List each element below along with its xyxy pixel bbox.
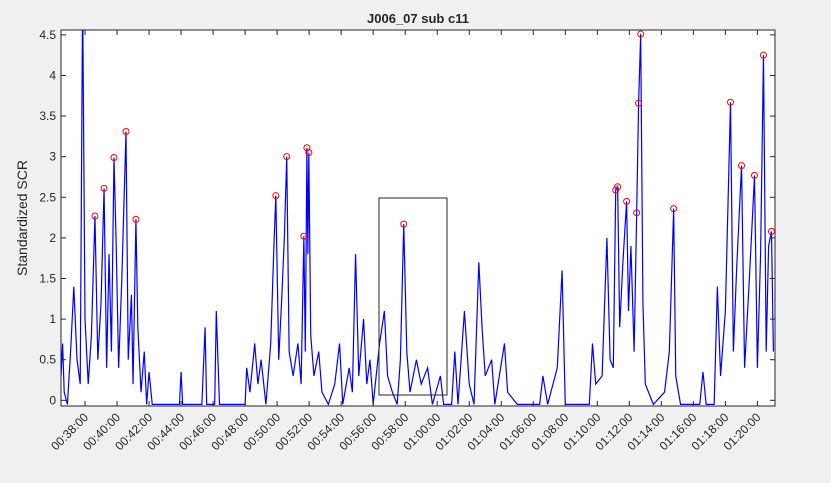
y-tick-label: 4 bbox=[49, 68, 56, 82]
peak-marker bbox=[635, 99, 643, 107]
peak-marker bbox=[670, 205, 678, 213]
peak-marker bbox=[305, 149, 313, 157]
y-tick-label: 0 bbox=[49, 393, 56, 407]
y-tick-label: 2.5 bbox=[39, 190, 56, 204]
y-tick-label: 2 bbox=[49, 231, 56, 245]
chart-title: J006_07 sub c11 bbox=[367, 11, 469, 26]
signal-line bbox=[61, 30, 774, 406]
plot-area bbox=[60, 29, 776, 407]
peak-marker bbox=[300, 232, 308, 240]
y-tick-label: 4.5 bbox=[39, 28, 56, 42]
peak-marker bbox=[100, 184, 108, 192]
peak-marker bbox=[759, 51, 767, 59]
peak-marker bbox=[767, 227, 775, 235]
plot-content bbox=[61, 30, 775, 406]
peak-marker bbox=[110, 153, 118, 161]
highlight-box bbox=[378, 197, 448, 396]
peak-marker bbox=[91, 212, 99, 220]
peak-marker bbox=[400, 220, 408, 228]
peak-marker bbox=[738, 162, 746, 170]
peak-marker bbox=[272, 192, 280, 200]
y-tick-label: 0.5 bbox=[39, 353, 56, 367]
peak-marker bbox=[637, 30, 645, 38]
peak-marker bbox=[614, 183, 622, 191]
y-tick-label: 1 bbox=[49, 312, 56, 326]
peak-marker bbox=[623, 197, 631, 205]
y-tick-label: 1.5 bbox=[39, 272, 56, 286]
y-axis-label: Standardized SCR bbox=[14, 160, 30, 276]
peak-marker bbox=[283, 153, 291, 161]
peak-marker bbox=[132, 215, 140, 223]
peak-marker bbox=[122, 128, 130, 136]
y-tick-label: 3 bbox=[49, 150, 56, 164]
y-tick-label: 3.5 bbox=[39, 109, 56, 123]
peak-marker bbox=[751, 171, 759, 179]
peak-marker bbox=[633, 209, 641, 217]
peak-marker bbox=[726, 98, 734, 106]
